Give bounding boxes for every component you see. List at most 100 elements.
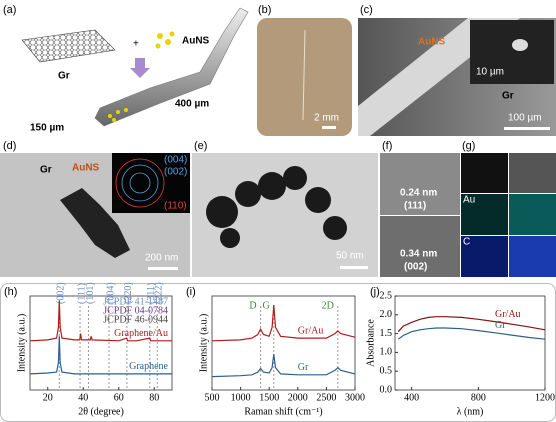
peak-label: (002) xyxy=(56,282,67,304)
peak-label: (111) xyxy=(76,283,87,304)
map xyxy=(509,236,556,277)
hrtem xyxy=(380,216,460,277)
y-axis-label: Absorbance xyxy=(365,319,376,367)
map xyxy=(461,236,508,277)
panel-a: (a) Gr + AuNS 150 µm 400 µm xyxy=(3,4,249,134)
x-tick-label: 800 xyxy=(471,392,486,403)
y-tick-label: 1.5 xyxy=(380,328,393,339)
peak-label: (004) xyxy=(105,282,116,304)
legend-label: Gr xyxy=(298,362,309,373)
data-line xyxy=(29,300,172,342)
x-tick-label: 1500 xyxy=(259,392,279,403)
panel-label: (e) xyxy=(194,140,207,152)
fiber xyxy=(302,29,306,121)
scale-bar xyxy=(504,127,550,130)
photo xyxy=(257,18,352,136)
map xyxy=(461,153,508,193)
legend-label: Gr/Au xyxy=(298,325,324,336)
reference-label: JCPDF 46-0944 xyxy=(103,314,168,325)
panel-b: (b) 2 mm xyxy=(257,4,352,136)
data-line xyxy=(397,316,546,333)
x-tick-label: 3000 xyxy=(345,392,365,403)
scale-label: 200 nm xyxy=(145,253,178,264)
legend-label: Graphene xyxy=(129,361,168,372)
label: Gr xyxy=(40,165,52,176)
x-tick-label: 40 xyxy=(78,392,88,403)
label: AuNS xyxy=(418,37,446,48)
peak-label: 2D xyxy=(322,300,334,311)
x-axis-label: λ (nm) xyxy=(457,406,484,417)
scale-bar xyxy=(148,267,178,270)
data-line xyxy=(29,336,172,375)
x-tick-label: 1000 xyxy=(231,392,251,403)
scale-label: 100 µm xyxy=(508,113,542,124)
particle xyxy=(512,39,528,51)
graphene-sheet xyxy=(21,29,116,63)
reference-label: JCPDF 04-0784 xyxy=(103,305,168,316)
gold-particles xyxy=(155,31,175,49)
label: 0.24 nm xyxy=(400,188,437,199)
hrtem xyxy=(380,153,460,215)
reference-label: JCPDF 41-1487 xyxy=(103,296,168,307)
y-axis-label: Intensity (a.u.) xyxy=(16,314,27,373)
peak-label: (311) xyxy=(146,283,157,304)
map xyxy=(509,153,556,193)
plot-frame xyxy=(29,295,173,391)
coating xyxy=(108,108,128,122)
label: (004) xyxy=(164,155,187,166)
label: (002) xyxy=(404,262,427,273)
legend-label: Gr/Au xyxy=(495,309,521,320)
peak-label: G xyxy=(263,300,270,311)
peak-label: D xyxy=(249,300,256,311)
label: C xyxy=(463,237,470,248)
map xyxy=(509,194,556,235)
panel-label: (i) xyxy=(186,286,196,298)
panel-label: (h) xyxy=(4,286,17,298)
rings xyxy=(115,158,165,208)
label: AuNS xyxy=(72,163,100,174)
x-tick-label: 80 xyxy=(149,392,159,403)
panel-d: (d) Gr AuNS (004) (002) (110) 200 nm xyxy=(0,140,190,277)
data-line xyxy=(397,327,546,340)
inset xyxy=(112,153,190,213)
legend-label: Gr xyxy=(495,320,506,331)
data-line xyxy=(211,354,356,378)
x-tick-label: 2000 xyxy=(288,392,308,403)
panel-label: (f) xyxy=(382,140,392,152)
x-tick-label: 2500 xyxy=(316,392,336,403)
x-tick-label: 60 xyxy=(114,392,124,403)
panel-label: (g) xyxy=(462,140,475,152)
peak-label: (220) xyxy=(123,282,134,304)
panel-g: (g) Au C xyxy=(461,140,556,277)
label: Au xyxy=(463,195,475,206)
label: (110) xyxy=(164,201,187,212)
plot-frame xyxy=(211,295,356,391)
peak-label: (101) xyxy=(85,282,96,304)
data-line xyxy=(211,304,356,342)
label: (002) xyxy=(164,167,187,178)
y-axis-label: Intensity (a.u.) xyxy=(198,314,209,373)
panel-label: (a) xyxy=(3,4,16,16)
y-tick-label: 0.5 xyxy=(380,365,393,376)
legend-label: Graphene/Au xyxy=(114,328,168,339)
scale-label: 10 µm xyxy=(476,67,504,78)
nanostars xyxy=(206,166,347,248)
label: Gr xyxy=(502,91,514,102)
x-tick-label: 1200 xyxy=(535,392,555,403)
scale-bar xyxy=(322,126,336,129)
peak-label: (222) xyxy=(154,282,165,304)
label: Gr xyxy=(58,71,70,82)
y-tick-label: 1.0 xyxy=(380,347,393,358)
x-axis-label: Raman shift (cm⁻¹) xyxy=(244,406,322,417)
panel-f: (f) 0.24 nm (111) 0.34 nm (002) xyxy=(380,140,460,277)
x-axis-label: 2θ (degree) xyxy=(78,406,124,417)
plot-frame xyxy=(394,295,546,391)
y-tick-label: 0.0 xyxy=(380,384,393,395)
x-tick-label: 500 xyxy=(205,392,220,403)
panel-label: (c) xyxy=(360,4,373,16)
label: (111) xyxy=(404,201,426,212)
panel-label: (d) xyxy=(3,140,16,152)
inset xyxy=(470,20,554,84)
scale-label: 2 mm xyxy=(314,113,339,124)
